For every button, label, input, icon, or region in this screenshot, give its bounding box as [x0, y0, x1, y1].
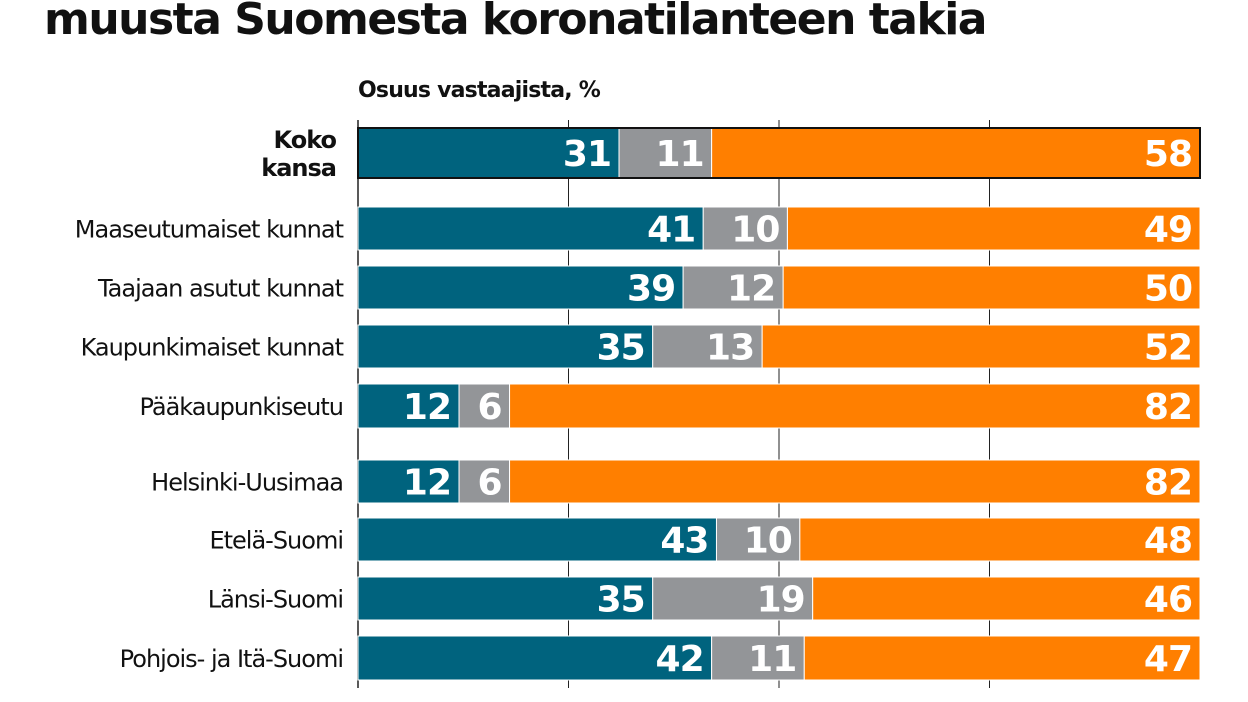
bar-series-3	[509, 383, 1201, 429]
category-label: Pohjois- ja Itä-Suomi	[120, 645, 343, 673]
data-label: 35	[597, 328, 645, 369]
bar-series-3	[711, 127, 1201, 179]
data-label: 58	[1144, 134, 1192, 175]
bar-series-1	[357, 517, 717, 562]
data-label: 10	[731, 210, 779, 251]
data-label: 50	[1144, 269, 1192, 310]
data-label: 82	[1144, 387, 1192, 428]
data-label: 35	[597, 580, 645, 621]
bar-series-2	[652, 576, 814, 621]
category-label: Länsi-Suomi	[208, 586, 343, 614]
data-label: 82	[1144, 463, 1192, 504]
data-label: 48	[1144, 521, 1192, 562]
bar-series-2	[458, 383, 511, 429]
bar-series-3	[786, 206, 1201, 251]
data-label: 11	[656, 134, 704, 175]
data-label: 39	[627, 269, 675, 310]
category-label: Etelä-Suomi	[209, 527, 343, 555]
category-label: Kaupunkimaiset kunnat	[81, 334, 344, 362]
category-label: kansa	[261, 154, 336, 182]
data-label: 6	[477, 463, 501, 504]
data-label: 19	[757, 580, 805, 621]
data-label: 13	[706, 328, 754, 369]
bar-series-3	[782, 265, 1201, 310]
bar-series-2	[711, 635, 805, 681]
category-label: Koko	[274, 126, 337, 154]
data-label: 12	[403, 387, 451, 428]
bar-series-3	[799, 517, 1201, 562]
chart-subtitle: Osuus vastaajista, %	[358, 78, 601, 103]
bar-series-2	[458, 459, 511, 504]
data-label: 52	[1144, 328, 1192, 369]
bar-series-3	[803, 635, 1201, 681]
data-label: 49	[1144, 210, 1192, 251]
data-label: 46	[1144, 580, 1192, 621]
category-label: Pääkaupunkiseutu	[139, 393, 343, 421]
data-label: 11	[748, 639, 796, 680]
bar-series-2	[702, 206, 788, 251]
bar-series-1	[357, 206, 704, 251]
data-label: 41	[647, 210, 695, 251]
data-label: 6	[477, 387, 501, 428]
data-label: 31	[563, 134, 611, 175]
bar-series-1	[357, 576, 654, 621]
bar-series-3	[812, 576, 1201, 621]
bar-series-3	[761, 324, 1201, 369]
bar-series-1	[357, 459, 460, 504]
bar-series-1	[357, 265, 684, 310]
data-label: 42	[656, 639, 704, 680]
bar-series-2	[715, 517, 801, 562]
data-label: 47	[1144, 639, 1192, 680]
highlight-border	[357, 127, 1201, 179]
data-label: 43	[660, 521, 708, 562]
bar-series-2	[652, 324, 763, 369]
category-label: Taajaan asutut kunnat	[97, 275, 344, 303]
data-label: 12	[403, 463, 451, 504]
data-label: 10	[744, 521, 792, 562]
bar-series-3	[509, 459, 1201, 504]
category-label: Helsinki-Uusimaa	[151, 469, 343, 497]
chart-title: muusta Suomesta koronatilanteen takia	[44, 0, 987, 45]
data-label: 12	[727, 269, 775, 310]
bar-series-2	[618, 127, 713, 179]
category-label: Maaseutumaiset kunnat	[75, 216, 344, 244]
